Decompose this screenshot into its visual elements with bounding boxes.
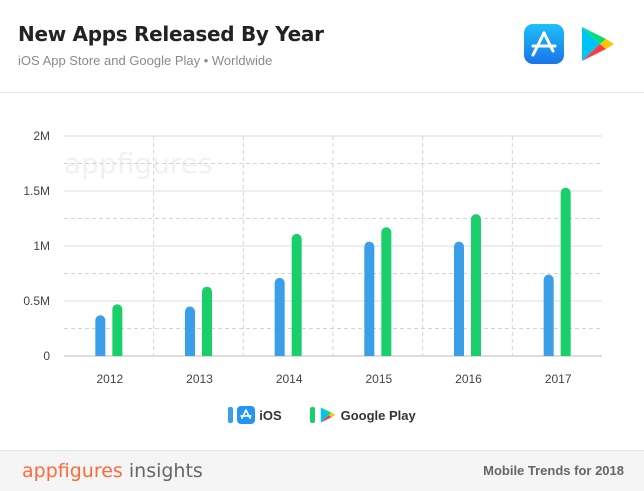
bar-google-play [471,214,481,356]
grid-layer [64,135,602,357]
google-play-icon [582,27,614,61]
brand-logo: appfigures insights [22,460,203,482]
app-store-icon [524,24,564,64]
chart-legend: iOS Google Play [0,404,644,426]
y-tick-label: 0 [43,349,50,363]
legend-swatch-google-play [309,407,315,423]
bar-ios [543,274,554,356]
y-tick-label: 1M [33,239,50,253]
x-tick-label: 2017 [545,372,572,386]
x-tick-label: 2012 [96,372,123,386]
header: New Apps Released By Year iOS App Store … [0,0,644,93]
legend-swatch-ios [228,407,234,423]
y-tick-label: 2M [33,129,50,143]
bar-google-play [381,227,392,356]
x-tick-label: 2014 [276,372,303,386]
google-play-icon [320,407,335,423]
bar-google-play [112,304,123,356]
app-store-icon [237,406,256,424]
bar-google-play [202,286,212,356]
legend-item-ios: iOS [228,406,282,424]
labels-layer: 0 0.5M 1M 1.5M 2M 2012 2013 2014 2015 2016 2017 [23,129,572,386]
bar-ios [364,241,375,356]
legend-label-google-play: Google Play [340,407,416,423]
x-tick-label: 2016 [455,372,482,386]
y-tick-label: 1.5M [23,184,50,198]
brand-insights: insights [128,460,203,482]
bars-layer [95,187,571,356]
legend-item-google-play: Google Play [309,406,416,424]
page-title: New Apps Released By Year [18,22,324,46]
legend-label-ios: iOS [259,407,282,423]
bar-google-play [291,233,302,356]
bar-ios [274,277,285,356]
bar-ios [454,241,464,356]
bar-ios [95,315,106,356]
x-tick-label: 2013 [186,372,213,386]
y-tick-label: 0.5M [23,294,50,308]
page-subtitle: iOS App Store and Google Play • Worldwid… [18,53,273,68]
footer-note: Mobile Trends for 2018 [483,463,624,478]
x-tick-label: 2015 [365,372,392,386]
footer: appfigures insights Mobile Trends for 20… [0,450,644,491]
bar-ios [185,306,195,356]
bar-google-play [560,187,571,356]
brand-name: appfigures [22,460,123,482]
